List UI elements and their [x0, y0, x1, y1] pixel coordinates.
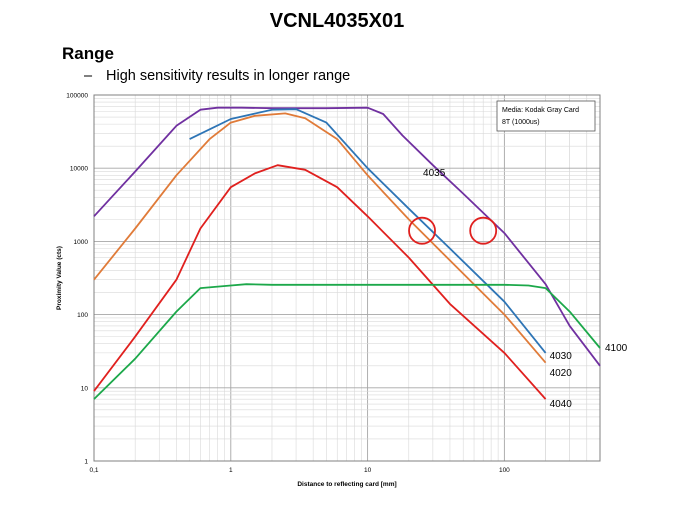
series-line-4030	[189, 108, 547, 354]
y-tick-label: 10000	[70, 166, 88, 173]
series-label-4020: 4020	[550, 368, 573, 379]
series-line-4040	[93, 164, 547, 400]
y-tick-label: 100000	[66, 93, 88, 100]
highlight-circle-1	[408, 216, 436, 245]
series-label-4040: 4040	[550, 399, 573, 410]
y-tick-label: 10	[81, 385, 89, 392]
highlight-circle-2	[469, 216, 498, 245]
bullet-text: High sensitivity results in longer range	[106, 68, 351, 84]
legend-box-frame	[496, 100, 596, 132]
plot-frame	[93, 94, 601, 462]
y-tick-label: 100	[77, 312, 88, 319]
series-lines	[93, 106, 601, 400]
slide-title: VCNL4035X01	[269, 10, 405, 32]
y-tick-label: 1000	[74, 239, 89, 246]
y-axis-label: Proximity Value (cts)	[56, 246, 63, 310]
legend-line-1: Media: Kodak Gray Card	[502, 107, 579, 114]
series-line-4100	[93, 283, 601, 400]
annotations	[408, 216, 498, 245]
series-labels: 4035 4030 4020 4040 4100	[423, 168, 628, 410]
x-tick-label: 100	[499, 467, 510, 474]
series-label-4030: 4030	[550, 351, 573, 362]
series-label-4100: 4100	[605, 343, 628, 354]
legend-line-2: 8T (1000us)	[502, 119, 540, 126]
x-tick-label: 1	[229, 467, 233, 474]
series-line-4035	[93, 106, 601, 367]
bullet-item: – High sensitivity results in longer ran…	[84, 68, 350, 84]
series-label-4035: 4035	[423, 168, 446, 179]
bullet-marker: –	[84, 68, 93, 84]
x-tick-label: 10	[364, 467, 372, 474]
series-line-4020	[93, 112, 547, 364]
section-heading: Range	[62, 44, 114, 63]
x-axis-label: Distance to reflecting card [mm]	[297, 481, 396, 488]
x-tick-label: 0,1	[89, 467, 98, 474]
legend-box: Media: Kodak Gray Card 8T (1000us)	[496, 100, 596, 132]
y-tick-label: 1	[84, 459, 88, 466]
